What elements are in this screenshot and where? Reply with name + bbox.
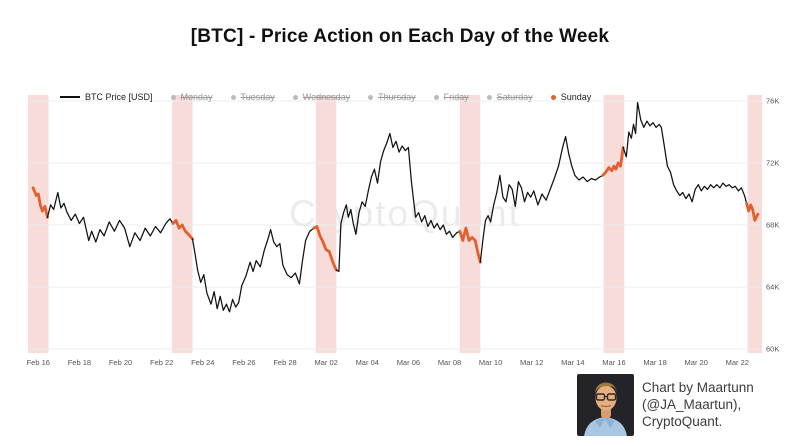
legend-label: BTC Price [USD]: [85, 92, 153, 102]
legend-label: Tuesday: [240, 92, 275, 102]
attribution-text: Chart by Maartunn (@JA_Maartun), CryptoQ…: [642, 374, 754, 436]
legend-label: Thursday: [378, 92, 416, 102]
x-axis-tick-label: Mar 06: [397, 358, 420, 367]
sunday-band: [747, 95, 762, 353]
sunday-band: [603, 95, 625, 353]
y-axis-tick-label: 76K: [766, 97, 779, 106]
btc-price-line-sunday-segment: [601, 146, 625, 177]
x-axis-tick-label: Mar 18: [643, 358, 666, 367]
x-axis-tick-label: Mar 08: [438, 358, 461, 367]
x-axis-tick-label: Mar 16: [602, 358, 625, 367]
x-axis-tick-label: Feb 20: [109, 358, 132, 367]
btc-price-line-sunday-segment: [312, 225, 338, 272]
x-axis-tick-label: Mar 22: [726, 358, 749, 367]
btc-price-line-sunday-segment: [171, 218, 194, 241]
dot-marker-icon: [368, 94, 374, 100]
legend-label: Friday: [443, 92, 469, 102]
dot-marker-icon: [170, 94, 176, 100]
attribution-line-1: Chart by Maartunn: [642, 380, 754, 395]
x-axis-tick-label: Mar 02: [314, 358, 337, 367]
legend-item-sunday[interactable]: Sunday: [550, 92, 592, 102]
x-axis-tick-label: Mar 14: [561, 358, 584, 367]
sunday-band: [459, 95, 481, 353]
x-axis-tick-label: Mar 20: [685, 358, 708, 367]
dot-marker-icon: [433, 94, 439, 100]
legend-label: Sunday: [560, 92, 592, 102]
y-axis-tick-label: 72K: [766, 159, 779, 168]
legend-label: Saturday: [496, 92, 533, 102]
x-axis-tick-label: Mar 12: [520, 358, 543, 367]
avatar: [577, 374, 634, 436]
legend-item-tuesday[interactable]: Tuesday: [230, 92, 275, 102]
legend-item-thursday[interactable]: Thursday: [368, 92, 416, 102]
legend-item-btc-price-usd-[interactable]: BTC Price [USD]: [60, 92, 153, 102]
price-chart-plot: 76K 72K 68K 64K 60K Feb 16 Feb 18 Feb 20 Feb 22 F…: [27, 95, 779, 367]
legend-item-wednesday[interactable]: Wednesday: [292, 92, 351, 102]
btc-price-line-sunday-segment: [458, 226, 482, 264]
dot-marker-icon: [292, 94, 298, 100]
x-axis-tick-label: Mar 04: [356, 358, 379, 367]
btc-price-line: [622, 101, 748, 204]
btc-price-line-sunday-segment: [31, 186, 49, 219]
dot-marker-icon: [230, 94, 236, 100]
attribution-block: Chart by Maartunn (@JA_Maartun), CryptoQ…: [577, 374, 754, 436]
attribution-line-3: CryptoQuant.: [642, 413, 723, 429]
y-axis-tick-label: 64K: [766, 283, 779, 292]
btc-price-line: [46, 191, 174, 248]
chart-legend: BTC Price [USD] Monday Tuesday Wednesday Thu…: [60, 92, 591, 102]
btc-price-line: [335, 132, 461, 273]
avatar-illustration: [577, 374, 634, 436]
legend-item-saturday[interactable]: Saturday: [486, 92, 533, 102]
x-axis-tick-label: Feb 28: [273, 358, 296, 367]
attribution-line-2: (@JA_Maartun),: [642, 396, 742, 412]
btc-price-line: [479, 135, 604, 263]
dot-marker-icon: [550, 94, 556, 100]
x-axis-tick-label: Feb 26: [232, 358, 255, 367]
chart-canvas: CryptoQuant 76K 72K 68K 64K 60K Feb 16 Feb 18 F…: [0, 75, 800, 375]
legend-label: Monday: [180, 92, 213, 102]
chart-title: [BTC] - Price Action on Each Day of the …: [190, 26, 610, 47]
x-axis-tick-label: Feb 18: [68, 358, 91, 367]
btc-price-line: [191, 227, 315, 313]
line-swatch-icon: [60, 96, 80, 98]
sunday-band: [28, 95, 49, 353]
btc-price-line-sunday-segment: [745, 201, 760, 222]
legend-item-friday[interactable]: Friday: [433, 92, 469, 102]
x-axis-tick-label: Feb 16: [27, 358, 50, 367]
legend-label: Wednesday: [302, 92, 351, 102]
sunday-band: [315, 95, 337, 353]
x-axis-tick-label: Feb 22: [150, 358, 173, 367]
x-axis-tick-label: Mar 10: [479, 358, 502, 367]
legend-item-monday[interactable]: Monday: [170, 92, 213, 102]
y-axis-tick-label: 68K: [766, 221, 779, 230]
x-axis-tick-label: Feb 24: [191, 358, 214, 367]
dot-marker-icon: [486, 94, 492, 100]
y-axis-tick-label: 60K: [766, 345, 779, 354]
